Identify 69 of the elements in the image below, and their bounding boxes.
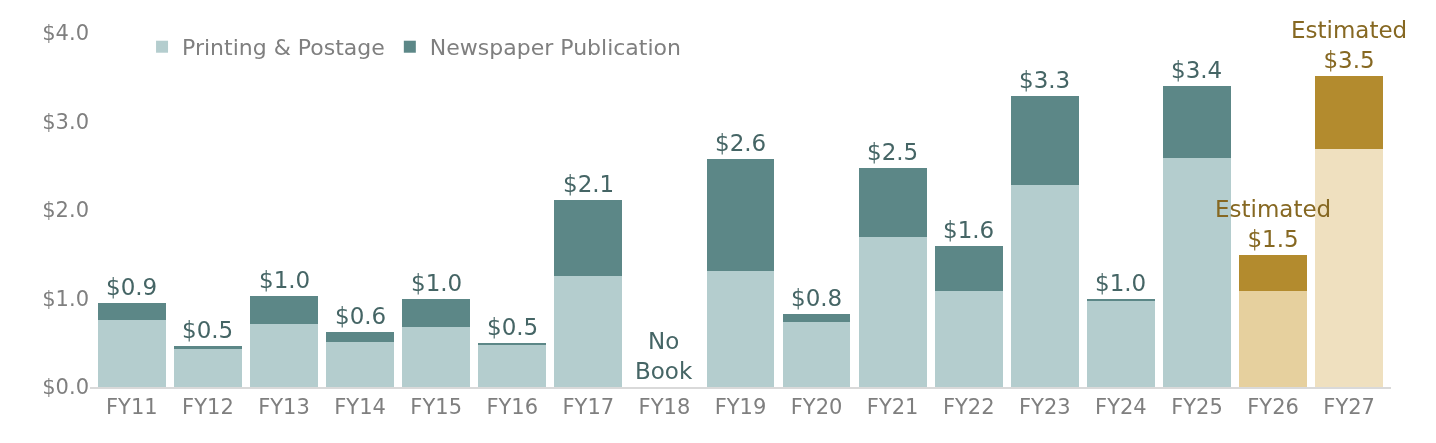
total-label: $3.4 [1171,57,1223,83]
bar [97,302,166,320]
bar [174,346,242,349]
legend-label: Newspaper Publication [429,35,681,61]
x-tick-label: FY14 [334,395,386,420]
x-tick-label: FY26 [1247,395,1299,420]
total-label: $1.0 [1095,270,1147,296]
y-tick-label: $2.0 [42,198,89,223]
bar [250,295,318,325]
y-tick-label: $0.0 [42,375,89,400]
total-label: $0.8 [791,285,843,311]
total-label: $1.6 [943,217,995,243]
total-label: Estimated $1.5 [1215,196,1332,252]
bar [1163,86,1231,158]
x-tick-label: FY20 [790,395,843,420]
bar [858,168,927,238]
bar [97,319,166,387]
bar [706,158,775,272]
bar [402,298,471,327]
total-label: $0.9 [106,274,158,300]
bar [934,246,1003,292]
bar [858,237,927,387]
bar [1239,290,1307,387]
total-label: $2.1 [563,171,615,197]
total-label: $1.0 [259,267,311,293]
x-tick-label: FY18 [638,395,691,420]
x-tick-label: FY25 [1171,395,1223,420]
y-tick-label: $1.0 [42,286,89,311]
y-tick-label: $4.0 [42,21,89,46]
x-tick-label: FY21 [866,395,919,420]
x-tick-label: FY13 [258,395,310,420]
text: No Book [635,328,693,384]
bar [1315,76,1384,149]
total-label: $2.6 [715,130,767,156]
x-tick-label: FY24 [1095,395,1147,420]
bar [554,200,623,277]
bar [326,341,394,387]
bar [706,271,775,387]
total-label: $0.6 [335,303,387,329]
x-tick-label: FY12 [182,395,234,420]
bar [782,314,851,322]
bar [1239,255,1307,291]
y-tick-label: $3.0 [42,109,89,134]
total-label: $3.3 [1019,67,1071,93]
bar [478,344,547,387]
x-tick-label: FY23 [1019,395,1071,420]
bar [402,326,471,387]
bar [250,324,318,387]
bar [934,291,1003,387]
bar [554,276,623,387]
x-tick-label: FY16 [486,395,539,420]
bar [782,321,851,387]
x-tick-label: FY11 [106,395,158,420]
bar [326,332,394,342]
bar [1087,301,1155,387]
x-tick-label: FY22 [942,395,995,420]
total-label: $2.5 [867,139,919,165]
x-tick-label: FY15 [410,395,462,420]
total-label: Estimated $3.5 [1291,17,1408,73]
total-label: $0.5 [182,317,234,343]
bar [174,348,242,387]
total-label: $1.0 [411,270,463,296]
x-tick-label: FY17 [562,395,615,420]
x-tick-label: FY19 [714,395,767,420]
legend-label: Printing & Postage [182,35,385,61]
bar [1010,95,1079,186]
x-tick-label: FY27 [1323,395,1375,420]
total-label: $0.5 [487,314,539,340]
bar [1010,185,1079,387]
